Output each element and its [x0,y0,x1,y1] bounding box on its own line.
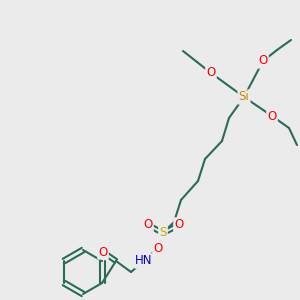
Text: O: O [174,218,184,232]
Text: O: O [98,245,108,259]
Text: O: O [143,218,153,232]
Text: HN: HN [135,254,153,268]
Text: O: O [267,110,277,122]
Text: O: O [206,67,216,80]
Text: O: O [153,242,163,254]
Text: Si: Si [238,91,249,103]
Text: O: O [258,55,268,68]
Text: S: S [159,226,167,239]
